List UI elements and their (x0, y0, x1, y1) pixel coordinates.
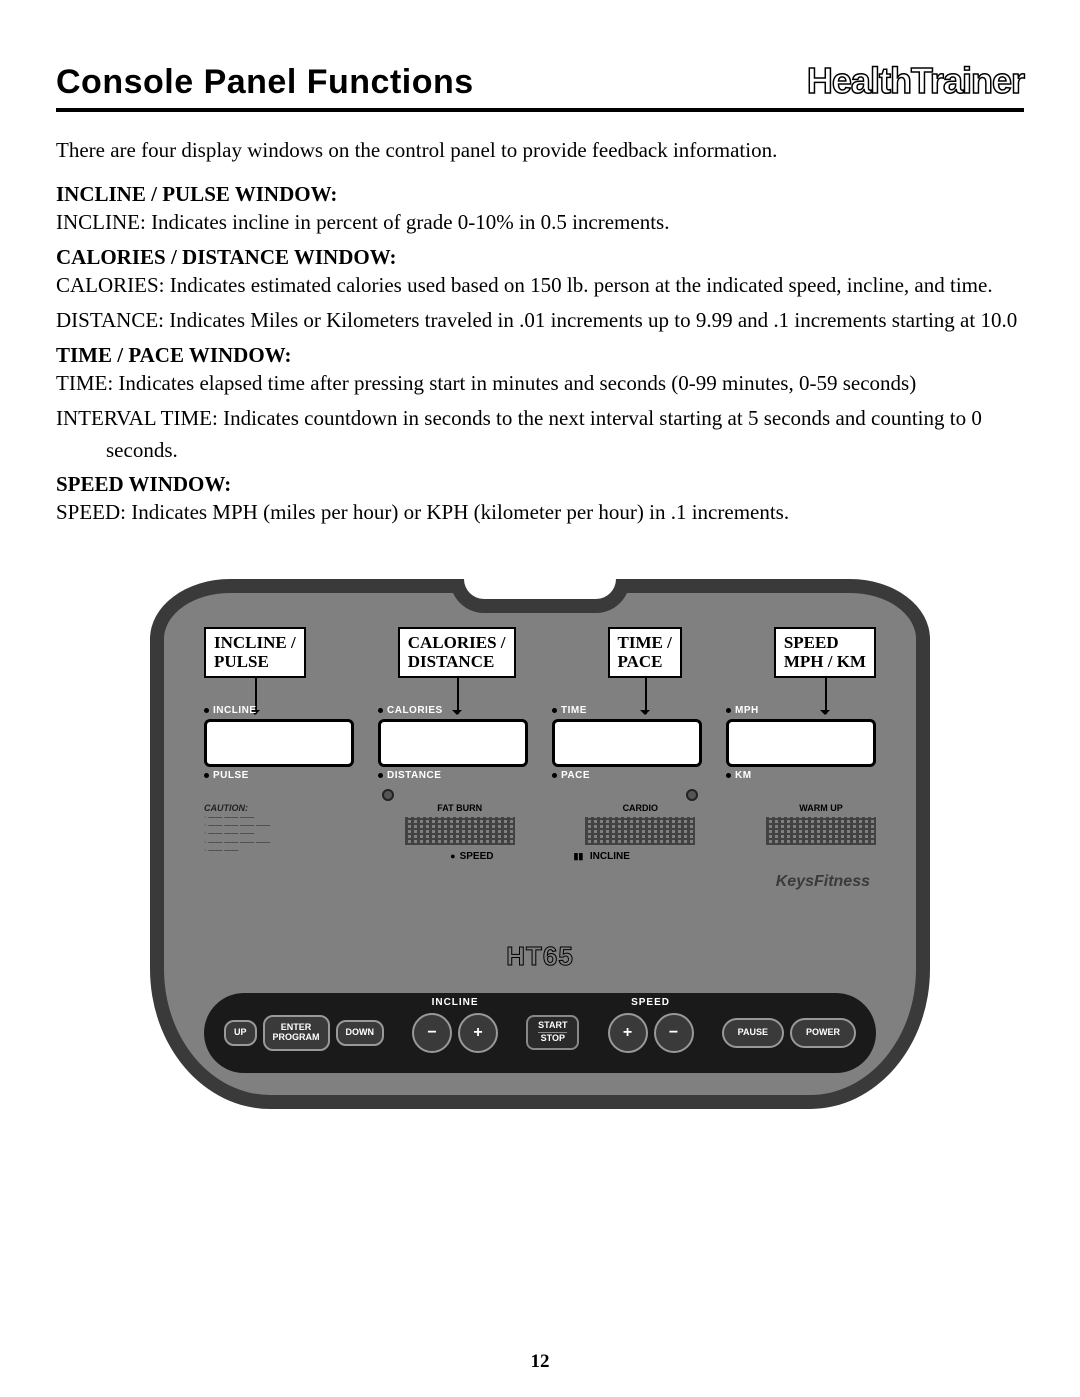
pause-button[interactable]: PAUSE (722, 1018, 784, 1048)
page-number: 12 (531, 1351, 550, 1373)
display-top-label: MPH (726, 705, 876, 716)
enter-program-button[interactable]: ENTER PROGRAM (263, 1015, 330, 1051)
section-line: TIME: Indicates elapsed time after press… (56, 368, 1024, 400)
sensor-right (686, 789, 698, 801)
right-button-group: PAUSE POWER (722, 1018, 856, 1048)
section-label: TIME / PACE WINDOW: (56, 343, 1024, 368)
display-screen (378, 719, 528, 767)
legend-incline: INCLINE (573, 851, 629, 862)
console-illustration: INCLINE / PULSE CALORIES / DISTANCE TIME /… (150, 579, 930, 1109)
section-line: SPEED: Indicates MPH (miles per hour) or… (56, 497, 1024, 529)
section-line: DISTANCE: Indicates Miles or Kilometers … (56, 305, 1024, 337)
section-label: SPEED WINDOW: (56, 472, 1024, 497)
display-callout: INCLINE / PULSE (204, 627, 306, 678)
program-fatburn: FAT BURN (405, 803, 515, 845)
section-label: INCLINE / PULSE WINDOW: (56, 182, 1024, 207)
sections: INCLINE / PULSE WINDOW:INCLINE: Indicate… (56, 182, 1024, 529)
incline-plus-button[interactable]: + (458, 1013, 498, 1053)
power-button[interactable]: POWER (790, 1018, 856, 1048)
display-callout: SPEED MPH / KM (774, 627, 876, 678)
display-row: INCLINE PULSE CALORIES DISTANCE TIME PACE MPH K… (204, 705, 876, 781)
left-button-group: UP ENTER PROGRAM DOWN (224, 1015, 384, 1051)
display-bottom-label: DISTANCE (378, 770, 528, 781)
section-label: CALORIES / DISTANCE WINDOW: (56, 245, 1024, 270)
brand-logo: HealthTrainer (807, 60, 1024, 102)
down-button[interactable]: DOWN (336, 1020, 385, 1046)
up-button[interactable]: UP (224, 1020, 257, 1046)
callout-row: INCLINE / PULSE CALORIES / DISTANCE TIME /… (204, 627, 876, 678)
display-bottom-label: PULSE (204, 770, 354, 781)
speed-minus-button[interactable]: − (654, 1013, 694, 1053)
speed-button-group: SPEED + − (608, 1013, 694, 1053)
button-bar: UP ENTER PROGRAM DOWN INCLINE − + START … (204, 993, 876, 1073)
incline-button-group: INCLINE − + (412, 1013, 498, 1053)
caution-box: CAUTION: · —— —— ——· —— —— —— ——· —— —— … (204, 803, 334, 856)
display-top-label: INCLINE (204, 705, 354, 716)
sensor-left (382, 789, 394, 801)
display-screen (204, 719, 354, 767)
display-bottom-label: PACE (552, 770, 702, 781)
console-notch (450, 579, 630, 613)
speed-plus-button[interactable]: + (608, 1013, 648, 1053)
display-bottom-label: KM (726, 770, 876, 781)
display-top-label: CALORIES (378, 705, 528, 716)
model-badge: HT65 (506, 941, 574, 972)
display-callout: CALORIES / DISTANCE (398, 627, 516, 678)
incline-minus-button[interactable]: − (412, 1013, 452, 1053)
display-unit: TIME PACE (552, 705, 702, 781)
keysfitness-logo: KeysFitness (776, 873, 870, 891)
caution-heading: CAUTION: (204, 803, 334, 814)
display-callout: TIME / PACE (608, 627, 682, 678)
console-body: INCLINE / PULSE CALORIES / DISTANCE TIME /… (150, 579, 930, 1109)
display-unit: INCLINE PULSE (204, 705, 354, 781)
legend-speed: SPEED (450, 851, 493, 862)
display-screen (726, 719, 876, 767)
legend-row: SPEED INCLINE (164, 851, 916, 862)
mid-cluster: CAUTION: · —— —— ——· —— —— —— ——· —— —— … (204, 803, 876, 856)
intro-text: There are four display windows on the co… (56, 136, 1024, 164)
program-cardio: CARDIO (585, 803, 695, 845)
page-header: Console Panel Functions HealthTrainer (56, 60, 1024, 112)
speed-group-label: SPEED (631, 997, 670, 1008)
program-warmup: WARM UP (766, 803, 876, 845)
section-line: INTERVAL TIME: Indicates countdown in se… (56, 403, 1024, 466)
caution-text: · —— —— ——· —— —— —— ——· —— —— ——· —— ——… (204, 814, 334, 856)
incline-group-label: INCLINE (432, 997, 479, 1008)
display-unit: CALORIES DISTANCE (378, 705, 528, 781)
start-stop-button[interactable]: START STOP (526, 1015, 579, 1050)
page-title: Console Panel Functions (56, 63, 474, 102)
display-top-label: TIME (552, 705, 702, 716)
display-screen (552, 719, 702, 767)
section-line: INCLINE: Indicates incline in percent of… (56, 207, 1024, 239)
section-line: CALORIES: Indicates estimated calories u… (56, 270, 1024, 302)
display-unit: MPH KM (726, 705, 876, 781)
